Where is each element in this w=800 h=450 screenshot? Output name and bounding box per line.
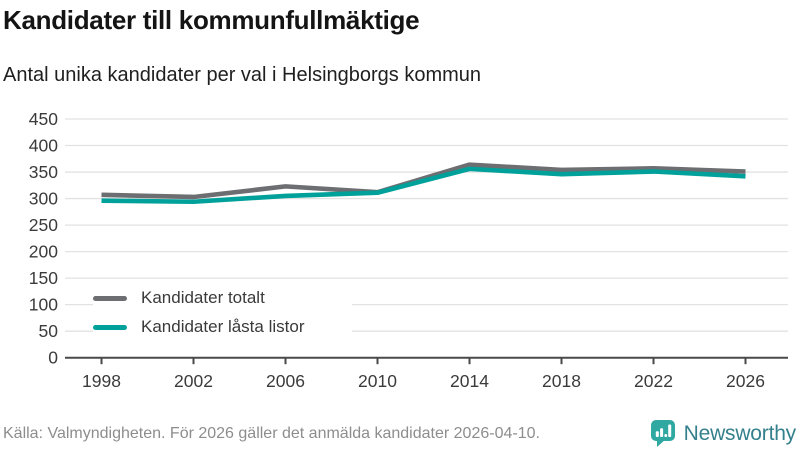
x-axis-tick-label: 2002 bbox=[174, 371, 213, 391]
newsworthy-speech-bubble-bar-chart-icon bbox=[650, 420, 675, 447]
newsworthy-logo: Newsworthy bbox=[650, 419, 796, 448]
y-axis-tick-label: 100 bbox=[29, 295, 58, 315]
newsworthy-brand-text: Newsworthy bbox=[683, 421, 797, 445]
x-axis-tick-label: 2014 bbox=[450, 371, 489, 391]
legend-item-locked-lists: Kandidater låsta listor bbox=[93, 314, 353, 340]
y-axis-tick-label: 450 bbox=[29, 109, 58, 129]
y-axis-tick-label: 0 bbox=[48, 348, 58, 368]
legend-item-total: Kandidater totalt bbox=[93, 285, 353, 311]
x-axis-tick-label: 2010 bbox=[358, 371, 397, 391]
x-axis-tick-label: 2018 bbox=[542, 371, 581, 391]
legend-label-locked-lists: Kandidater låsta listor bbox=[141, 317, 305, 336]
series-line-locked-lists bbox=[101, 166, 746, 205]
legend-swatch-total bbox=[93, 295, 127, 301]
page-subtitle: Antal unika kandidater per val i Helsing… bbox=[3, 64, 482, 86]
page-title: Kandidater till kommunfullmäktige bbox=[3, 5, 420, 35]
legend-label-total: Kandidater totalt bbox=[141, 288, 265, 307]
footer: Källa: Valmyndigheten. För 2026 gäller d… bbox=[0, 417, 800, 450]
legend-swatch-locked-lists bbox=[93, 324, 127, 330]
y-axis-tick-label: 150 bbox=[29, 268, 58, 288]
source-note: Källa: Valmyndigheten. För 2026 gäller d… bbox=[3, 424, 540, 442]
series-line-total bbox=[101, 162, 746, 200]
x-axis-tick-label: 2006 bbox=[266, 371, 305, 391]
y-axis-tick-label: 400 bbox=[29, 136, 58, 156]
x-axis-tick-label: 2022 bbox=[634, 371, 673, 391]
y-axis-tick-label: 200 bbox=[29, 242, 58, 262]
y-axis-tick-label: 50 bbox=[39, 321, 59, 341]
y-axis-tick-label: 300 bbox=[29, 189, 58, 209]
x-axis-tick-label: 2026 bbox=[726, 371, 765, 391]
chart-legend: Kandidater totalt Kandidater låsta listo… bbox=[93, 285, 353, 343]
y-axis-tick-label: 350 bbox=[29, 162, 58, 182]
x-axis-tick-label: 1998 bbox=[82, 371, 121, 391]
y-axis-tick-label: 250 bbox=[29, 215, 58, 235]
